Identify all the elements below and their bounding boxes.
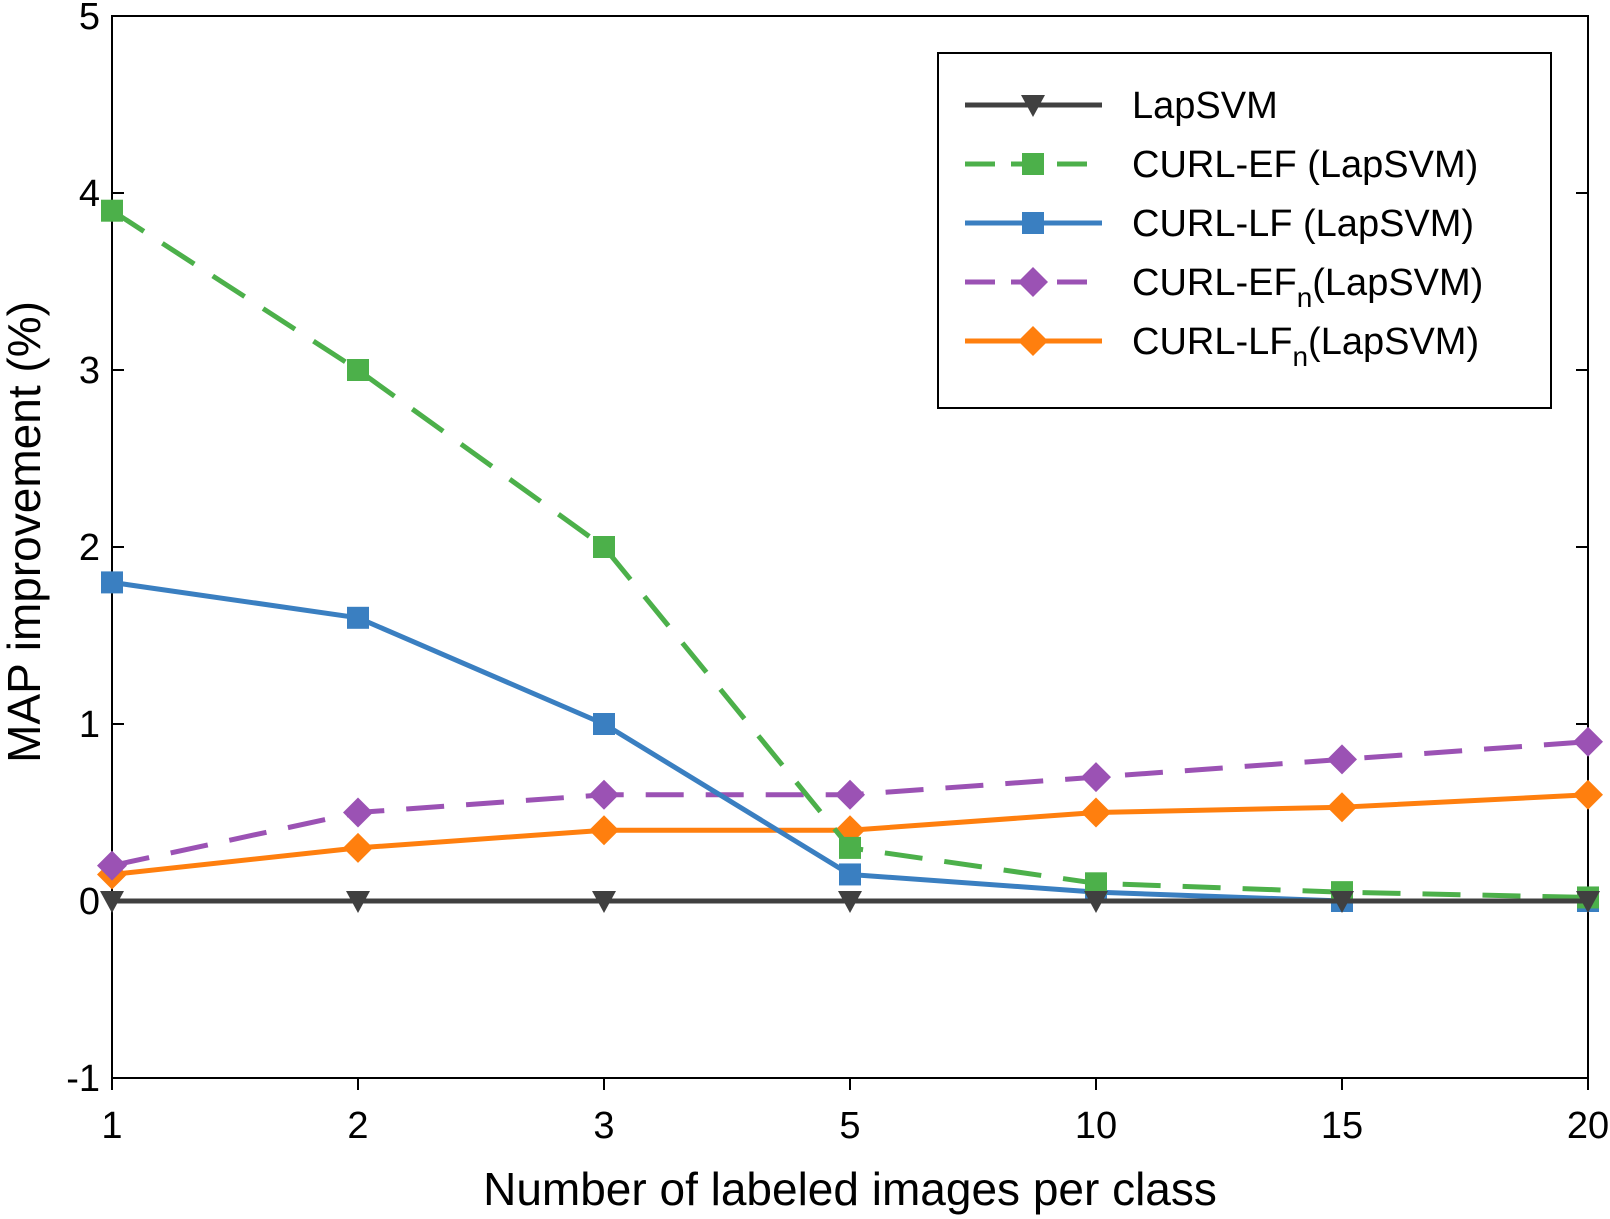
data-point-curl-ef-lapsvm [593,536,615,558]
data-point-lapsvm [592,891,616,913]
series-lapsvm [100,891,1600,913]
data-point-curl-lf-lapsvm [593,713,615,735]
series-curl-lf-lapsvm [101,571,1599,912]
data-point-curl-efn-lapsvm [1327,744,1357,775]
data-point-curl-ef-lapsvm [839,836,861,859]
data-point-curl-lfn-lapsvm [1573,779,1603,810]
series-curl-lfn-lapsvm [97,779,1603,890]
data-point-curl-lf-lapsvm [101,571,123,594]
y-tick-label: 2 [79,527,100,569]
x-axis-title: Number of labeled images per class [483,1163,1217,1215]
legend-item-curl-efn-lapsvm: CURL-EFn(LapSVM) [965,262,1483,313]
x-tick-label: 15 [1321,1105,1363,1147]
legend-label: LapSVM [1132,85,1278,127]
x-tick-label: 10 [1075,1105,1117,1147]
legend-item-lapsvm: LapSVM [965,85,1278,127]
legend: LapSVM CURL-EF (LapSVM) CURL-LF (LapSVM) CU… [937,52,1552,409]
data-point-lapsvm [100,891,124,913]
data-point-lapsvm [838,891,862,913]
series-curl-efn-lapsvm [97,726,1603,881]
y-tick-label: 1 [79,704,100,746]
legend-swatch-marker [1018,267,1048,297]
legend-item-curl-lfn-lapsvm: CURL-LFn(LapSVM) [965,321,1479,372]
y-tick-label: 4 [79,173,100,215]
data-point-curl-efn-lapsvm [1081,762,1111,793]
legend-swatch-marker [1022,153,1044,175]
legend-swatch-marker [1021,95,1045,117]
series-layer [97,199,1603,913]
x-tick-label: 5 [839,1105,860,1147]
data-point-lapsvm [1330,891,1354,913]
legend-swatch-marker [1018,326,1048,356]
legend-swatch-marker [1022,212,1044,234]
x-tick-label: 1 [101,1105,122,1147]
data-point-curl-lfn-lapsvm [589,815,619,846]
data-point-curl-efn-lapsvm [97,850,127,881]
data-point-curl-efn-lapsvm [835,779,865,810]
data-point-curl-lf-lapsvm [839,863,861,886]
y-tick-label: 3 [79,350,100,392]
y-tick-label: 5 [79,0,100,38]
data-point-curl-efn-lapsvm [1573,726,1603,757]
x-tick-label: 3 [593,1105,614,1147]
x-tick-label: 20 [1567,1105,1609,1147]
x-tick-label: 2 [347,1105,368,1147]
legend-item-curl-lf-lapsvm: CURL-LF (LapSVM) [965,203,1474,245]
legend-label: CURL-EF (LapSVM) [1132,144,1478,186]
y-axis: -1 0 1 2 3 4 5 [66,0,1588,1100]
y-tick-label: 0 [79,881,100,923]
data-point-curl-lfn-lapsvm [343,832,373,863]
data-point-curl-efn-lapsvm [589,779,619,810]
data-point-lapsvm [1576,891,1600,913]
legend-label: CURL-LF (LapSVM) [1132,203,1474,245]
x-axis: 1 2 3 5 10 15 20 [101,1078,1609,1147]
data-point-curl-ef-lapsvm [347,359,369,381]
data-point-lapsvm [346,891,370,913]
data-point-curl-efn-lapsvm [343,797,373,828]
data-point-curl-lfn-lapsvm [1327,792,1357,823]
data-point-curl-lfn-lapsvm [1081,797,1111,828]
data-point-curl-lf-lapsvm [347,606,369,629]
legend-label: CURL-EFn(LapSVM) [1132,262,1483,313]
legend-label: CURL-LFn(LapSVM) [1132,321,1479,372]
data-point-curl-ef-lapsvm [101,199,123,222]
data-point-lapsvm [1084,891,1108,913]
y-tick-label: -1 [66,1058,100,1100]
y-axis-title: MAP improvement (%) [0,301,50,763]
data-point-curl-ef-lapsvm [1085,872,1107,895]
legend-item-curl-ef-lapsvm: CURL-EF (LapSVM) [965,144,1478,186]
